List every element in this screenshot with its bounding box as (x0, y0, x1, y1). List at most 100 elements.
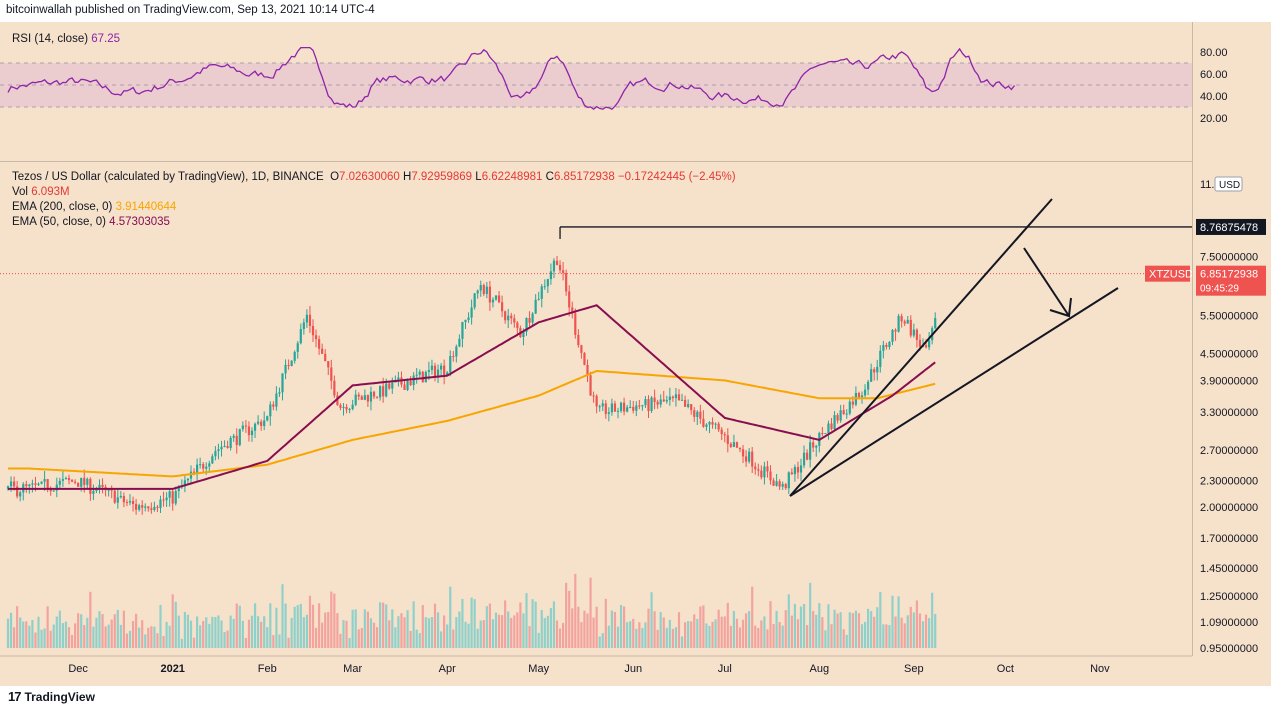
volume-bar (735, 618, 739, 648)
rsi-legend[interactable]: RSI (14, close) 67.25 (12, 32, 120, 47)
chart-area[interactable]: 80.00 60.00 40.00 20.00 11.0 USD 7.50000000 5.… (0, 22, 1271, 686)
volume-bar (153, 626, 156, 648)
candle-body (821, 432, 824, 434)
tradingview-footer[interactable]: 17 TradingView (8, 689, 95, 704)
downside-arrow-shaft (1023, 247, 1070, 317)
candle-body (748, 451, 751, 462)
candle-body (443, 365, 446, 376)
candle-body (64, 478, 68, 480)
candle-body (796, 467, 800, 473)
volume-bar (574, 573, 577, 648)
downside-arrow-head (1049, 297, 1072, 318)
candle-body (192, 471, 196, 473)
candle-body (555, 260, 559, 265)
candle-body (467, 317, 470, 320)
ema200-label: EMA (200, close, 0) (12, 201, 113, 213)
candle-body (732, 442, 735, 447)
volume-bar (626, 622, 629, 648)
volume-bar (494, 612, 498, 648)
price-tick-label: 5.50000000 (1200, 310, 1258, 322)
candle-body (211, 456, 214, 464)
volume-bar (571, 608, 574, 648)
volume-bar (839, 612, 842, 648)
candle-body (348, 408, 351, 410)
price-tick-label: 0.95000000 (1200, 643, 1258, 655)
pane-separator[interactable] (0, 161, 1192, 162)
volume-bar (138, 627, 141, 648)
volume-bar (403, 617, 406, 648)
candle-body (525, 317, 528, 332)
volume-bar (879, 591, 882, 648)
candle-body (501, 302, 504, 312)
candle-body (583, 352, 586, 365)
volume-bar (180, 638, 183, 648)
volume-bar (397, 616, 400, 648)
candle-body (598, 406, 601, 408)
candle-body (552, 260, 556, 272)
rsi-tick-label: 80.00 (1200, 47, 1228, 59)
time-tick-label: Apr (439, 663, 456, 675)
candle-body (464, 319, 467, 323)
volume-bar (516, 612, 519, 648)
volume-bar (95, 617, 98, 648)
candle-body (199, 464, 202, 466)
volume-bar (458, 611, 461, 648)
volume-label: Vol (12, 186, 28, 198)
candle-body (491, 299, 495, 303)
volume-bar (610, 610, 613, 648)
currency-badge (1214, 176, 1243, 192)
volume-bar (897, 596, 900, 648)
main-legend[interactable]: Tezos / US Dollar (calculated by Trading… (12, 170, 736, 230)
candle-body (626, 407, 629, 412)
candle-body (177, 486, 180, 492)
volume-bar (531, 599, 534, 648)
candle-body (906, 319, 909, 324)
candle-body (516, 322, 519, 329)
volume-bar (131, 621, 135, 648)
candle-body (812, 442, 815, 448)
volume-bar (668, 619, 671, 648)
volume-bar (427, 618, 430, 648)
volume-bar (918, 613, 922, 648)
currency-label: USD (1219, 180, 1240, 191)
volume-bar (824, 630, 827, 648)
candle-body (665, 400, 668, 402)
last-price-label: 6.85172938 (1200, 269, 1258, 281)
volume-bar (122, 610, 125, 648)
candle-body (433, 365, 437, 378)
volume-bar (540, 610, 543, 648)
candle-body (815, 445, 818, 448)
candle-body (860, 395, 864, 398)
volume-bar (595, 606, 598, 648)
ema50-label: EMA (50, close, 0) (12, 216, 106, 228)
volume-bar (928, 618, 931, 648)
volume-bar (708, 625, 711, 648)
candle-body (867, 381, 870, 390)
candle-body (827, 423, 830, 434)
candle-body (879, 350, 882, 367)
candle-body (412, 375, 415, 386)
ema200-value: 3.91440644 (115, 201, 177, 213)
volume-bar (888, 625, 891, 648)
volume-bar (473, 599, 476, 648)
volume-bar (488, 603, 491, 648)
volume-bar (717, 609, 720, 648)
candle-body (49, 489, 52, 492)
candle-body (168, 491, 171, 498)
volume-bar (135, 613, 138, 648)
volume-bar (623, 606, 626, 648)
symbol-title: Tezos / US Dollar (calculated by Trading… (12, 171, 324, 183)
candle-body (778, 481, 781, 487)
volume-bar (632, 618, 635, 648)
volume-bar (900, 617, 903, 648)
volume-bar (104, 626, 107, 648)
volume-bar (906, 615, 909, 648)
candle-body (382, 386, 385, 397)
volume-bar (778, 622, 781, 648)
price-axis: 11.0USD7.500000005.500000004.500000003.9… (1145, 176, 1266, 655)
volume-bar (406, 610, 409, 648)
candle-body (86, 478, 89, 485)
candle-body (427, 370, 430, 372)
volume-bar (385, 604, 388, 648)
